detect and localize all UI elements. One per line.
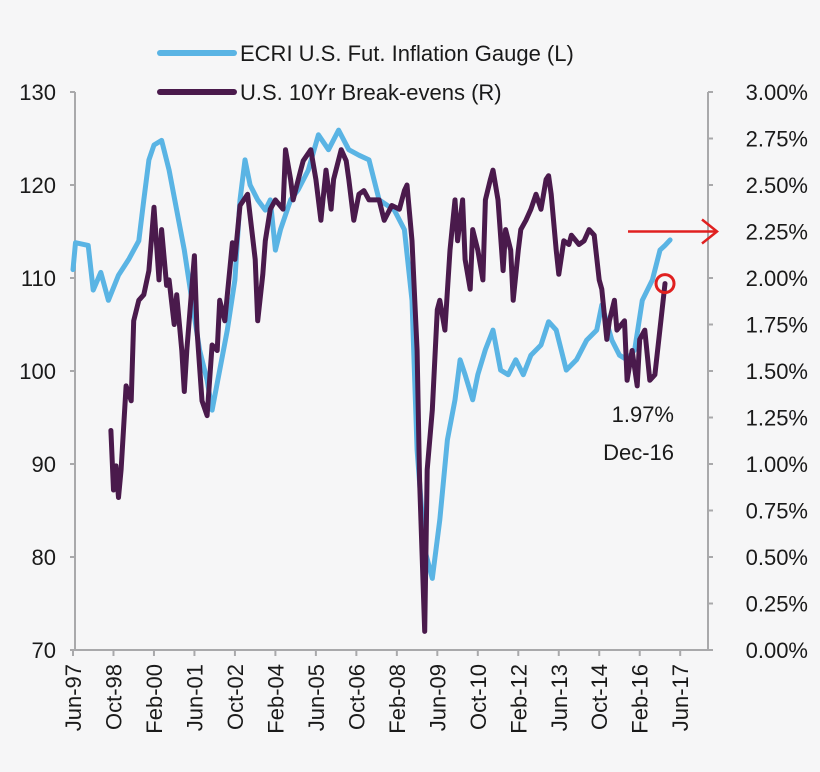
right-tick-label: 1.00% (746, 452, 808, 477)
left-tick-label: 110 (21, 266, 56, 291)
x-tick-label: Feb-08 (385, 664, 410, 734)
x-tick-label: Feb-00 (142, 664, 167, 734)
right-tick-label: 0.00% (746, 638, 808, 663)
x-tick-label: Jun-13 (547, 664, 572, 731)
right-tick-label: 2.75% (746, 127, 808, 152)
axes: 70 80 90 100 110 120 130 0.00% 0.25% 0.50% 0.75% 1.… (19, 80, 808, 734)
right-tick-label: 1.75% (746, 313, 808, 338)
right-tick-label: 2.00% (746, 266, 808, 291)
x-tick-label: Oct-14 (587, 664, 612, 730)
x-tick-label: Jun-17 (668, 664, 693, 731)
right-tick-label: 3.00% (746, 80, 808, 105)
left-tick-label: 130 (19, 80, 56, 105)
x-tick-label: Oct-02 (223, 664, 248, 730)
left-tick-label: 70 (32, 638, 56, 663)
x-tick-label: Oct-98 (101, 664, 126, 730)
legend: ECRI U.S. Fut. Inflation Gauge (L) U.S. … (157, 41, 574, 105)
arrow-head-icon (701, 218, 720, 245)
x-tick-label: Oct-10 (466, 664, 491, 730)
right-tick-label: 0.75% (746, 499, 808, 524)
callout-circle-marker (654, 273, 676, 295)
x-tick-label: Jun-97 (61, 664, 86, 731)
annotations: 1.97% Dec-16 (603, 218, 720, 465)
right-tick-label: 1.25% (746, 406, 808, 431)
left-tick-label: 80 (32, 545, 56, 570)
right-tick-label: 1.50% (746, 359, 808, 384)
series-line-breakevens (108, 147, 668, 634)
x-tick-label: Feb-12 (506, 664, 531, 734)
legend-label-breakevens: U.S. 10Yr Break-evens (R) (240, 80, 502, 105)
x-tick-label: Jun-09 (425, 664, 450, 731)
right-tick-label: 2.50% (746, 173, 808, 198)
right-tick-label: 0.50% (746, 545, 808, 570)
right-tick-label: 0.25% (746, 592, 808, 617)
left-tick-label: 100 (19, 359, 56, 384)
left-tick-label: 120 (19, 173, 56, 198)
x-tick-label: Oct-06 (344, 664, 369, 730)
right-tick-label: 2.25% (746, 220, 808, 245)
left-tick-label: 90 (32, 452, 56, 477)
legend-label-ecri: ECRI U.S. Fut. Inflation Gauge (L) (240, 41, 574, 66)
x-tick-label: Feb-16 (628, 664, 653, 734)
callout-date: Dec-16 (603, 440, 674, 465)
series-lines (70, 127, 673, 634)
callout-value: 1.97% (612, 402, 674, 427)
x-tick-label: Jun-01 (182, 664, 207, 731)
x-tick-label: Feb-04 (263, 664, 288, 734)
series-line-ecri (70, 127, 673, 581)
x-tick-label: Jun-05 (304, 664, 329, 731)
